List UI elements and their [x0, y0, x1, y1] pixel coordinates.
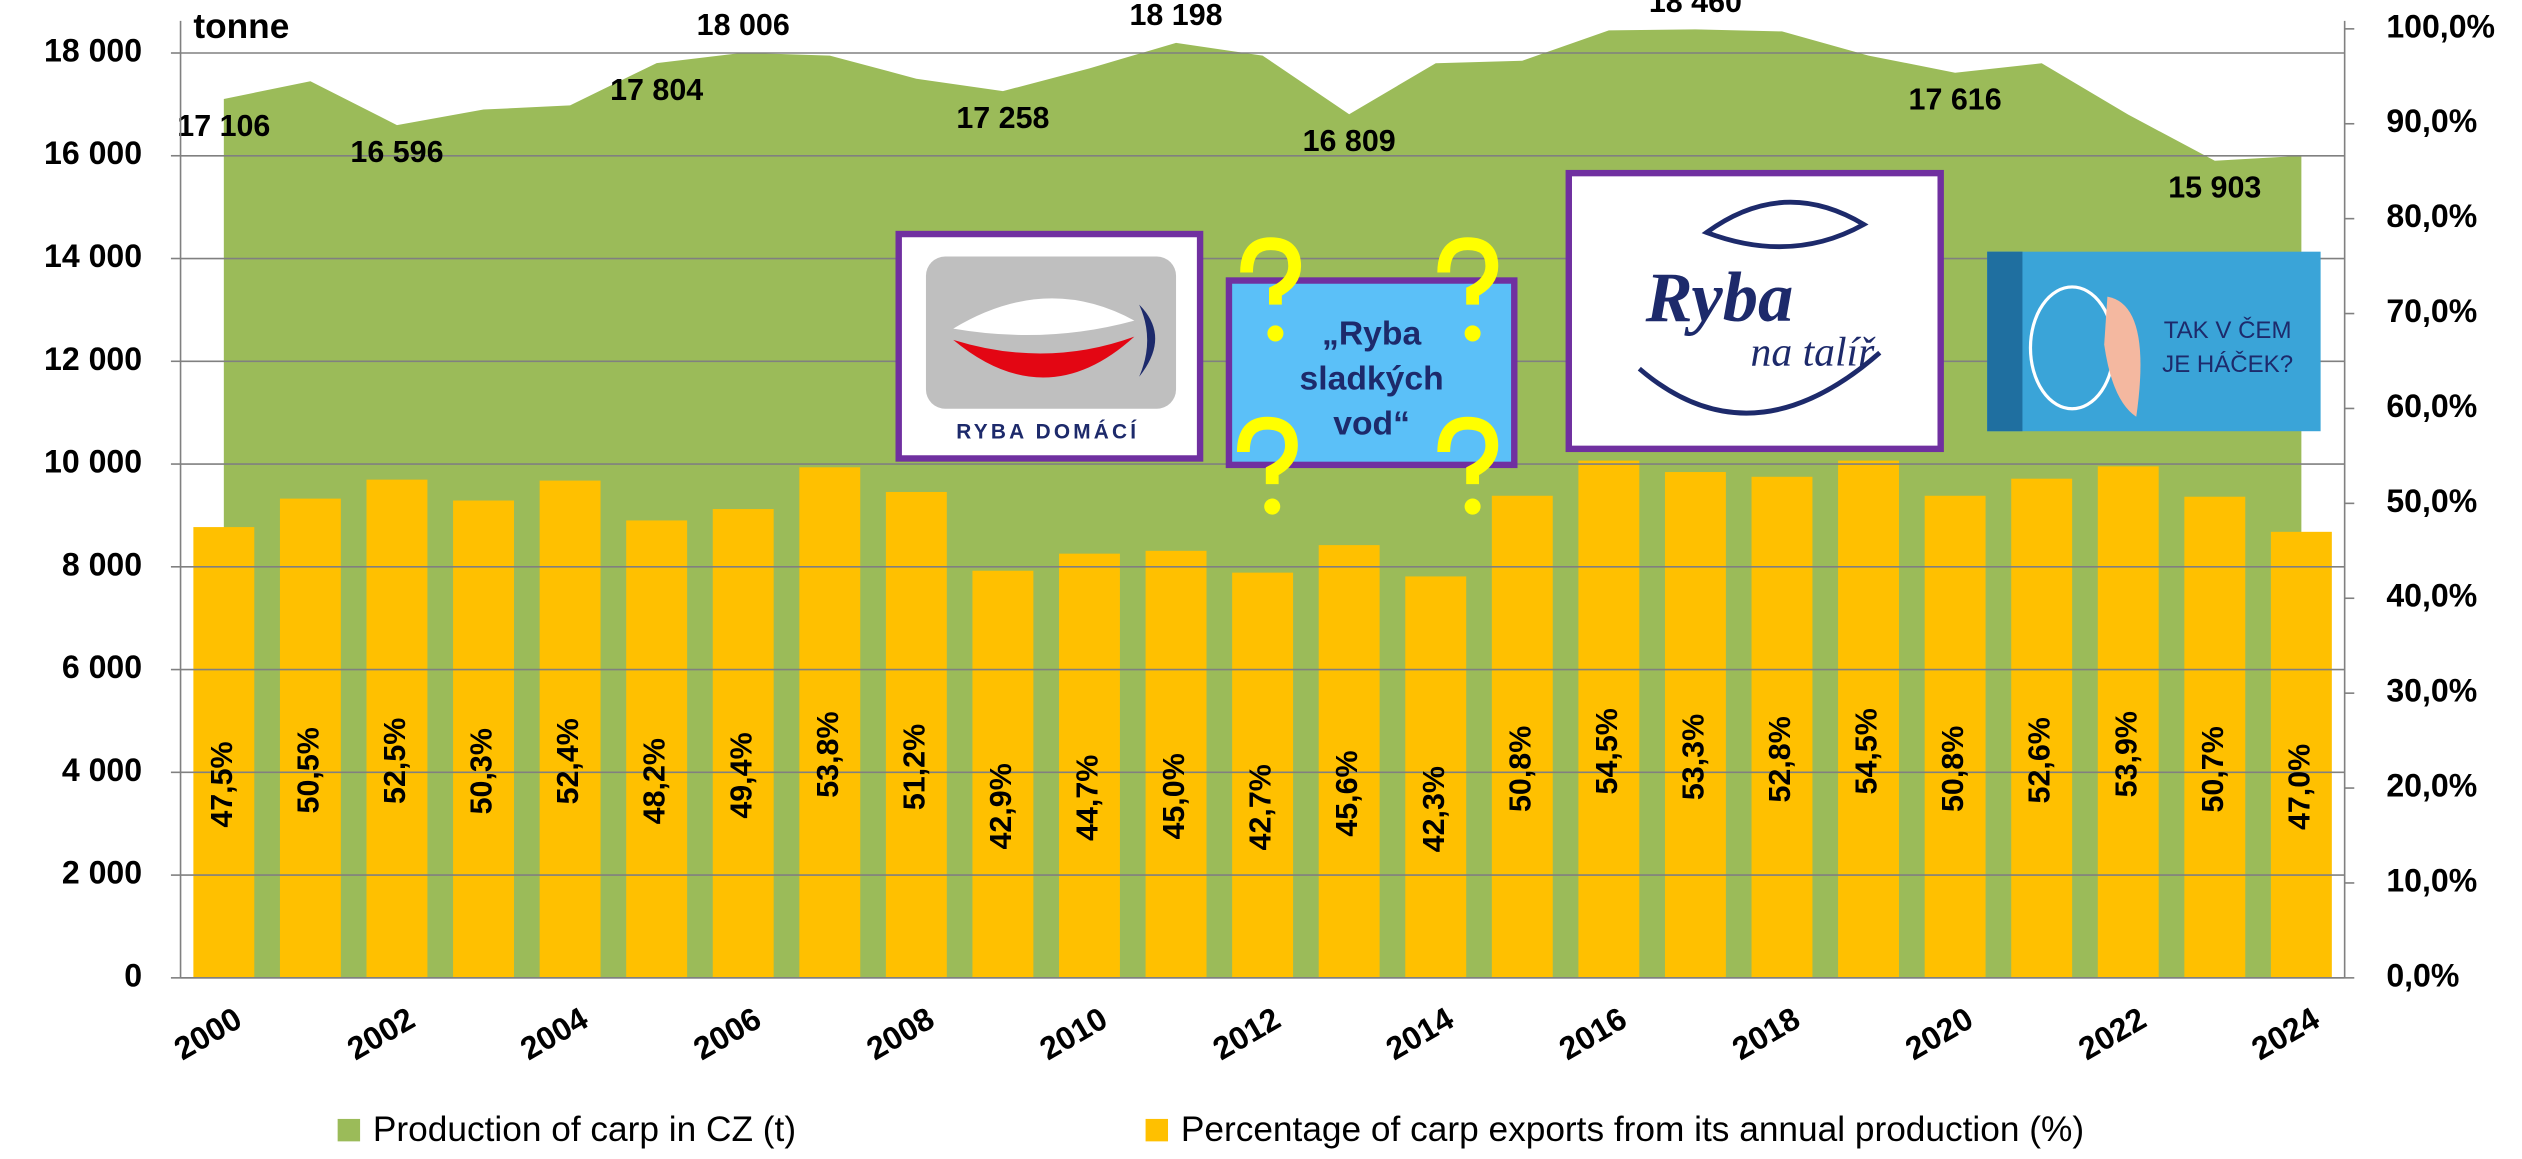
x-tick-label: 2016 — [1553, 1000, 1633, 1067]
data-label: 53,8% — [811, 711, 845, 797]
data-label: 52,4% — [551, 718, 585, 804]
legend-label: Production of carp in CZ (t) — [373, 1110, 796, 1149]
y-tick-label: 8 000 — [62, 546, 142, 582]
data-label: 50,3% — [465, 728, 499, 814]
y2-tick-label: 100,0% — [2386, 8, 2495, 44]
y2-tick-label: 70,0% — [2386, 293, 2477, 329]
logo-text: JE HÁČEK? — [2162, 350, 2293, 378]
data-label: 18 198 — [1129, 0, 1222, 32]
data-label: 45,0% — [1157, 753, 1191, 839]
question-mark — [1465, 499, 1481, 515]
x-tick-label: 2004 — [514, 1000, 594, 1067]
logo-text: na talíř — [1751, 329, 1877, 375]
logo-text: Ryba — [1645, 259, 1794, 337]
logo-text: RYBA DOMÁCÍ — [956, 420, 1139, 443]
y-tick-label: 10 000 — [44, 444, 142, 480]
x-tick-label: 2006 — [687, 1000, 767, 1067]
y2-tick-label: 80,0% — [2386, 198, 2477, 234]
x-tick-label: 2002 — [341, 1000, 421, 1067]
data-label: 17 616 — [1909, 83, 2002, 117]
y-tick-label: 4 000 — [62, 752, 142, 788]
logo-text: „Ryba sladkých vod“ — [1271, 313, 1473, 448]
data-label: 16 596 — [350, 135, 443, 169]
x-tick-label: 2008 — [860, 1000, 940, 1067]
data-label: 49,4% — [724, 732, 758, 818]
y2-tick-label: 10,0% — [2386, 862, 2477, 898]
data-label: 47,0% — [2282, 744, 2316, 830]
data-label: 47,5% — [205, 741, 239, 827]
y2-tick-label: 90,0% — [2386, 103, 2477, 139]
data-label: 50,8% — [1936, 726, 1970, 812]
question-mark — [1267, 325, 1283, 341]
question-mark — [1264, 499, 1280, 515]
x-tick-label: 2022 — [2072, 1000, 2152, 1067]
data-label: 16 809 — [1303, 124, 1396, 158]
data-label: 54,5% — [1590, 708, 1624, 794]
data-label: 42,3% — [1417, 766, 1451, 852]
x-tick-label: 2020 — [1899, 1000, 1979, 1067]
y-tick-label: 18 000 — [44, 32, 142, 68]
data-label: 53,9% — [2109, 711, 2143, 797]
y-tick-label: 2 000 — [62, 855, 142, 891]
y-tick-label: 0 — [124, 957, 142, 993]
legend-label: Percentage of carp exports from its annu… — [1181, 1110, 2084, 1149]
data-label: 17 106 — [177, 109, 270, 143]
data-label: 52,5% — [378, 718, 412, 804]
data-label: 18 006 — [697, 8, 790, 42]
y-axis-label: tonne — [193, 7, 289, 46]
data-label: 48,2% — [638, 738, 672, 824]
y2-tick-label: 0,0% — [2386, 957, 2459, 993]
data-label: 51,2% — [897, 724, 931, 810]
data-label: 45,6% — [1330, 750, 1364, 836]
y-tick-label: 12 000 — [44, 341, 142, 377]
logo-text: TAK V ČEM — [2164, 316, 2292, 344]
data-label: 50,5% — [291, 727, 325, 813]
y2-tick-label: 60,0% — [2386, 388, 2477, 424]
x-tick-label: 2018 — [1726, 1000, 1806, 1067]
logo-shape — [1987, 252, 2022, 432]
y2-tick-label: 30,0% — [2386, 673, 2477, 709]
legend-swatch — [1146, 1119, 1168, 1141]
data-label: 52,8% — [1763, 716, 1797, 802]
y-tick-label: 14 000 — [44, 238, 142, 274]
x-tick-label: 2010 — [1033, 1000, 1113, 1067]
data-label: 42,7% — [1244, 764, 1278, 850]
x-tick-label: 2014 — [1380, 1000, 1460, 1067]
chart: 17 106 16 596 17 804 18 006 17 258 18 198 16 8… — [0, 0, 2522, 1159]
data-label: 15 903 — [2168, 171, 2261, 205]
data-label: 50,7% — [2196, 726, 2230, 812]
data-label: 42,9% — [984, 763, 1018, 849]
data-label: 44,7% — [1071, 755, 1105, 841]
data-label: 17 258 — [956, 101, 1049, 135]
y-tick-label: 16 000 — [44, 135, 142, 171]
y2-tick-label: 40,0% — [2386, 578, 2477, 614]
data-label: 50,8% — [1503, 726, 1537, 812]
data-label: 54,5% — [1850, 708, 1884, 794]
y2-tick-label: 20,0% — [2386, 768, 2477, 804]
data-label: 17 804 — [610, 73, 703, 107]
data-label: 52,6% — [2023, 717, 2057, 803]
y-tick-label: 6 000 — [62, 649, 142, 685]
page: {"chart_data": {"type": "combo", "y_axis… — [0, 0, 2522, 1159]
data-label: 53,3% — [1676, 714, 1710, 800]
x-tick-label: 2024 — [2245, 1000, 2325, 1067]
legend-swatch — [338, 1119, 360, 1141]
x-tick-label: 2000 — [168, 1000, 248, 1067]
question-mark — [1465, 325, 1481, 341]
y2-tick-label: 50,0% — [2386, 483, 2477, 519]
plot-area: 17 106 16 596 17 804 18 006 17 258 18 198 16 8… — [44, 0, 2495, 1149]
x-tick-label: 2012 — [1207, 1000, 1287, 1067]
data-label: 18 460 — [1649, 0, 1742, 19]
